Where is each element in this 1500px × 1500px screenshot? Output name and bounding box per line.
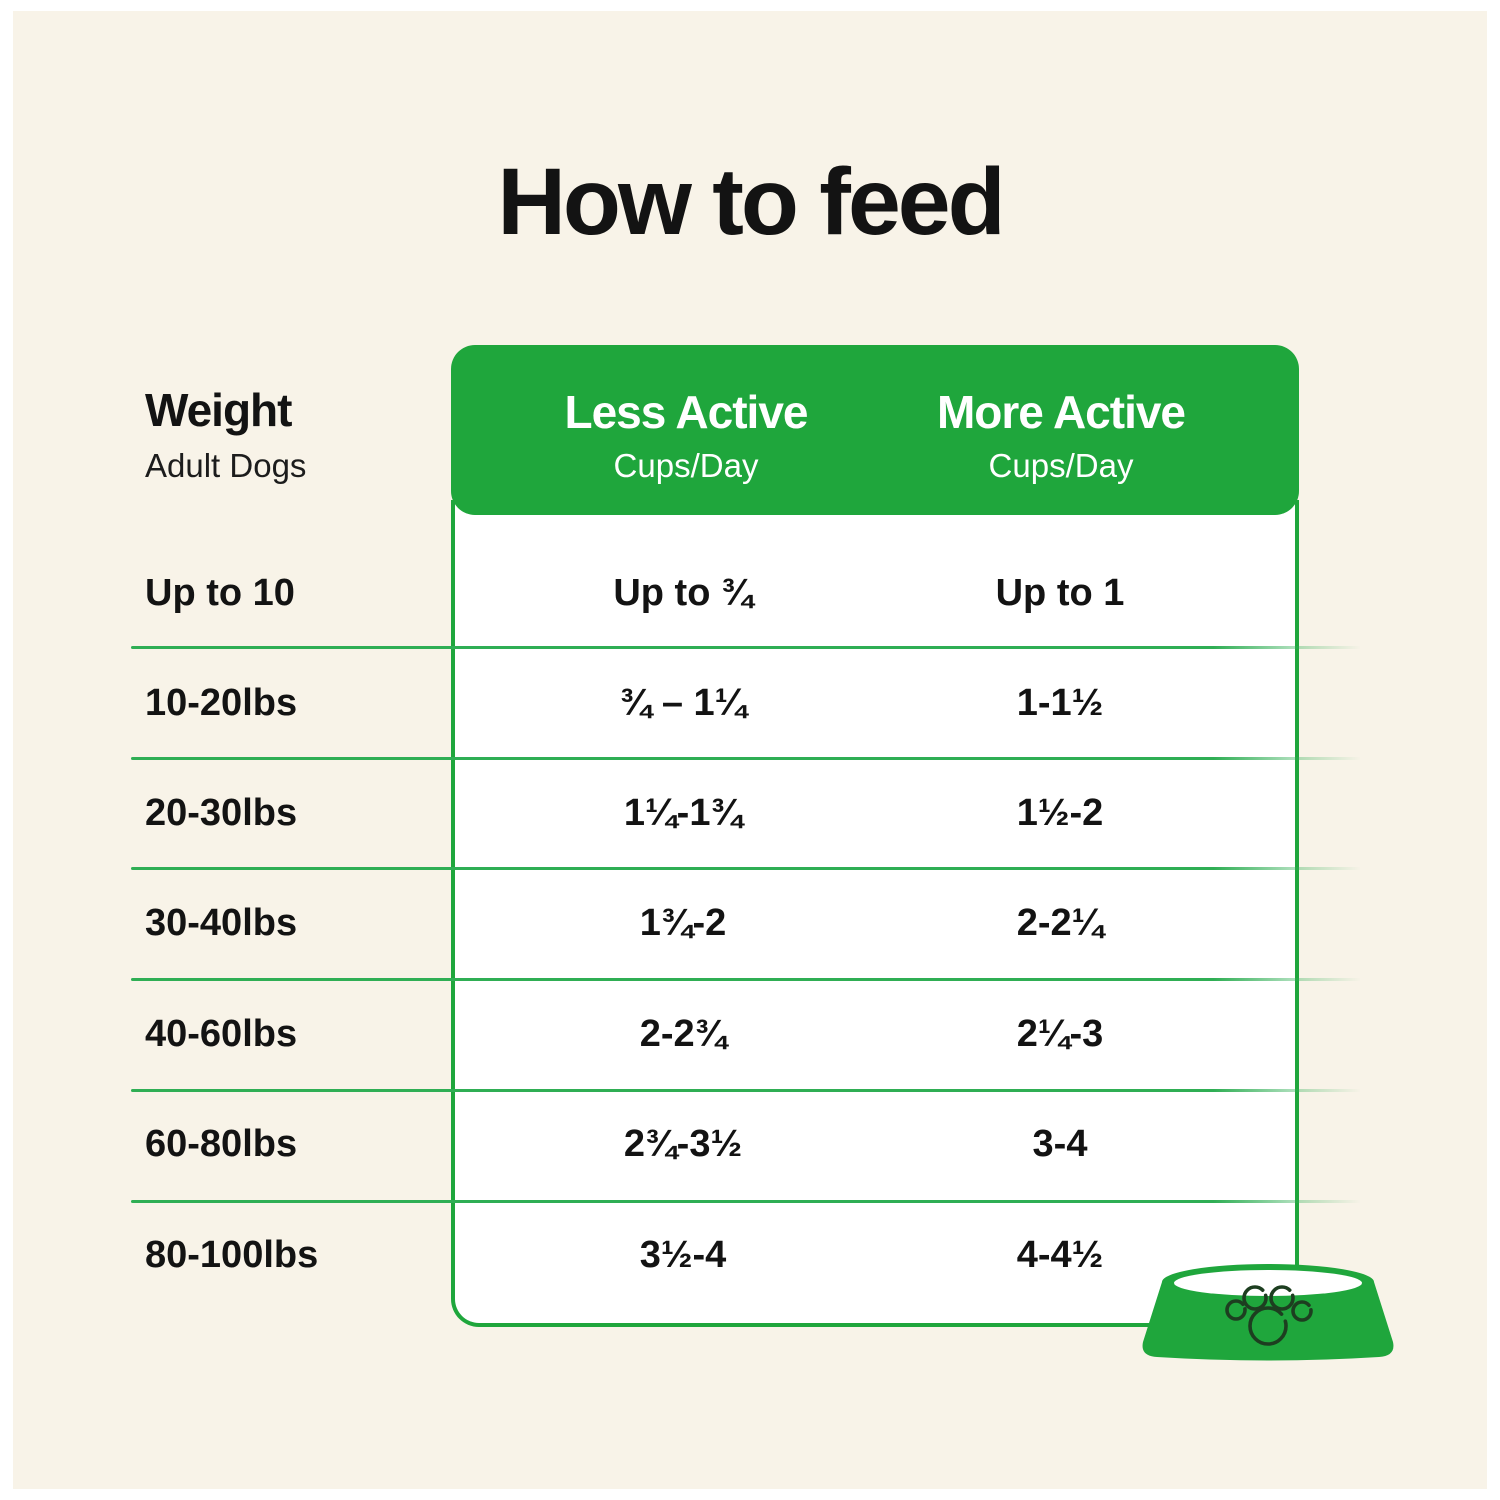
more-active-cell: Up to 1 [995,572,1125,614]
row-separator [131,1089,1361,1092]
row-separator [131,978,1361,981]
more-active-cell: 1-1½ [1016,682,1104,724]
page-title: How to feed [497,149,1005,255]
row-separator [131,1200,1361,1203]
more-active-label: More Active [936,386,1186,438]
weight-cell: 20-30lbs [145,792,298,834]
less-active-cell: 1¾-2 [639,902,727,944]
less-active-sublabel: Cups/Day [613,447,759,484]
row-separator [131,757,1361,760]
row-separator [131,646,1361,649]
table-row: 10-20lbs ¾ – 1¼ 1-1½ [0,648,1500,758]
weight-cell: Up to 10 [145,572,295,614]
weight-header-subtitle: Adult Dogs [145,447,307,484]
table-row: 40-60lbs 2-2¾ 2¼-3 [0,979,1500,1089]
more-active-cell: 3-4 [1032,1123,1088,1165]
weight-cell: 60-80lbs [145,1123,298,1165]
activity-columns-header: Less Active Cups/Day More Active Cups/Da… [451,345,1299,515]
row-separator [131,867,1361,870]
less-active-cell: ¾ – 1¼ [619,682,747,724]
table-row: 60-80lbs 2¾-3½ 3-4 [0,1089,1500,1199]
dog-bowl-paw-icon [1136,1260,1400,1379]
weight-cell: 80-100lbs [145,1234,319,1276]
weight-cell: 10-20lbs [145,682,298,724]
less-active-column-header: Less Active Cups/Day [461,385,911,485]
more-active-sublabel: Cups/Day [988,447,1134,484]
table-row: 80-100lbs 3½-4 4-4½ [0,1200,1500,1310]
less-active-cell: Up to ¾ [613,572,753,614]
feeding-table-body [451,500,1299,1327]
less-active-cell: 2-2¾ [639,1013,727,1055]
more-active-cell: 2-2¼ [1016,902,1104,944]
weight-column-header: Weight Adult Dogs [145,383,306,485]
weight-cell: 40-60lbs [145,1013,298,1055]
less-active-label: Less Active [564,386,809,438]
less-active-cell: 2¾-3½ [623,1123,743,1165]
less-active-cell: 3½-4 [639,1234,727,1276]
more-active-cell: 2¼-3 [1016,1013,1104,1055]
weight-cell: 30-40lbs [145,902,298,944]
weight-header-title: Weight [145,384,292,436]
more-active-cell: 1½-2 [1016,792,1104,834]
less-active-cell: 1¼-1¾ [623,792,743,834]
table-row: Up to 10 Up to ¾ Up to 1 [0,538,1500,648]
more-active-column-header: More Active Cups/Day [881,385,1241,485]
more-active-cell: 4-4½ [1016,1234,1104,1276]
table-row: 30-40lbs 1¾-2 2-2¼ [0,868,1500,978]
table-row: 20-30lbs 1¼-1¾ 1½-2 [0,758,1500,868]
